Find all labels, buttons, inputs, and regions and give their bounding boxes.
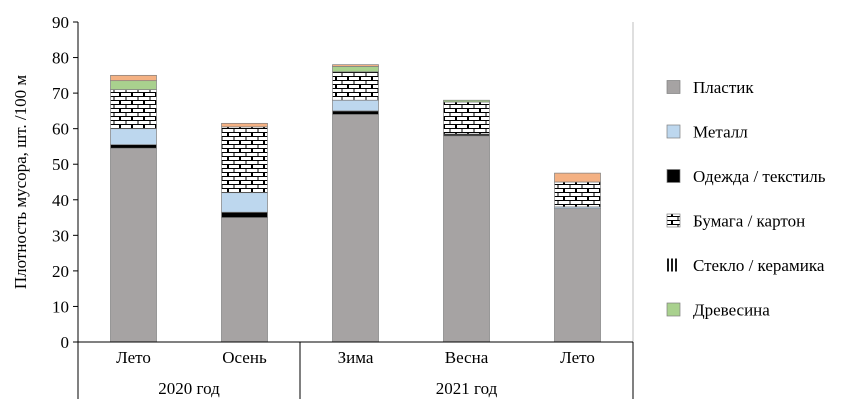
legend-item: Древесина <box>666 301 770 320</box>
legend-item: Одежда / текстиль <box>666 167 826 186</box>
plot-area <box>110 22 634 343</box>
y-tick-label: 40 <box>52 191 69 210</box>
bar-segment-2-1 <box>221 217 268 343</box>
legend-swatch <box>666 302 681 317</box>
bar-segment-2-3 <box>221 211 268 218</box>
x-group-label: 2021 год <box>436 379 498 398</box>
legend-item: Бумага / картон <box>666 212 805 231</box>
legend-label: Пластик <box>693 78 754 97</box>
bar-segment-5-5 <box>554 181 601 208</box>
legend-swatch <box>666 80 681 94</box>
bar-segment-4-7 <box>443 99 490 103</box>
bar-segment-2-8 <box>221 122 268 128</box>
legend-swatch <box>666 213 681 228</box>
legend-swatch <box>666 169 681 183</box>
bar-segment-3-4 <box>332 99 379 112</box>
legend-label: Стекло / керамика <box>693 256 825 275</box>
y-axis-title: Плотность мусора, шт. /100 м <box>11 75 30 290</box>
x-axis: Лето Осень Зима Весна Лето 2020 год 2021 год <box>77 341 634 399</box>
bar-segment-2-4 <box>221 192 268 213</box>
y-axis: 0 10 20 30 40 50 60 70 80 90 <box>52 13 79 352</box>
bar-segment-1-5 <box>110 89 157 130</box>
legend-label: Бумага / картон <box>693 212 805 231</box>
x-category-label: Осень <box>222 348 267 367</box>
x-category-label: Весна <box>445 348 489 367</box>
bar-segment-5-8 <box>554 172 601 183</box>
bar-segment-4-5 <box>443 101 490 135</box>
y-tick-label: 20 <box>52 262 69 281</box>
bar-segment-3-5 <box>332 71 379 101</box>
bar-segment-4-1 <box>443 135 490 343</box>
x-category-label: Лето <box>116 348 151 367</box>
bar-segment-3-3 <box>332 110 379 115</box>
y-tick-label: 90 <box>52 13 69 32</box>
legend-label: Металл <box>693 123 748 142</box>
x-category-label: Зима <box>338 348 374 367</box>
legend-swatch <box>666 124 681 139</box>
bar-segment-3-8 <box>332 64 379 67</box>
bar-segment-1-7 <box>110 80 157 90</box>
bar-segment-1-4 <box>110 128 157 146</box>
y-tick-label: 10 <box>52 297 69 316</box>
legend-item: Стекло / керамика <box>667 256 825 275</box>
bar-segment-1-3 <box>110 144 157 149</box>
x-category-label: Лето <box>560 348 595 367</box>
y-tick-label: 50 <box>52 155 69 174</box>
y-tick-label: 0 <box>61 333 70 352</box>
bar-segment-3-1 <box>332 114 379 343</box>
legend-label: Одежда / текстиль <box>693 167 826 186</box>
x-group-label: 2020 год <box>158 379 220 398</box>
bar-segment-5-1 <box>554 208 601 343</box>
y-tick-label: 80 <box>52 49 69 68</box>
y-tick-label: 60 <box>52 120 69 139</box>
legend: Пластик Металл Одежда / текстиль Бумага / к… <box>666 78 826 320</box>
y-tick-label: 70 <box>52 84 69 103</box>
bar-segment-1-1 <box>110 147 157 343</box>
y-tick-label: 30 <box>52 226 69 245</box>
bar-segment-3-7 <box>332 66 379 73</box>
legend-label: Древесина <box>693 301 770 320</box>
legend-item: Пластик <box>666 78 754 97</box>
legend-item: Металл <box>666 123 748 142</box>
bar-segment-2-5 <box>221 126 268 194</box>
bar-segment-1-8 <box>110 74 157 82</box>
